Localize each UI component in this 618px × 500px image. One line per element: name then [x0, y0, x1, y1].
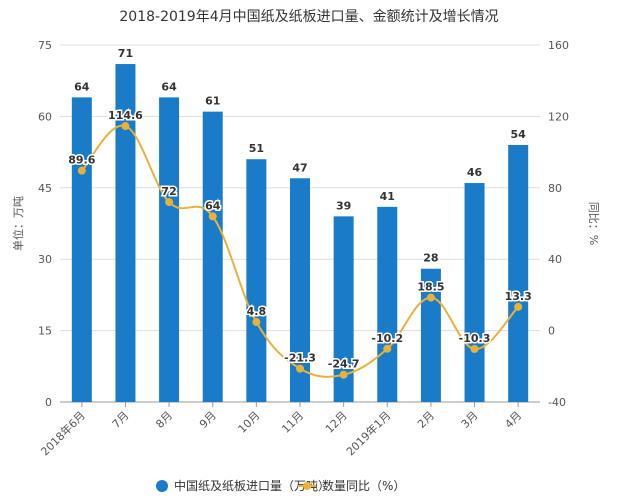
bar-data-label: 28 — [423, 252, 438, 265]
bar — [202, 111, 223, 402]
bar — [508, 144, 529, 402]
left-axis-title: 单位：万吨 — [11, 196, 25, 251]
line-point — [165, 198, 174, 207]
line-data-label: 64 — [205, 199, 221, 212]
x-tick-label: 2019年1月 — [343, 408, 393, 458]
right-tick-label: 120 — [548, 110, 569, 123]
left-tick-label: 60 — [38, 110, 52, 123]
bar-data-label: 39 — [336, 199, 351, 212]
left-tick-label: 15 — [38, 325, 52, 338]
bar — [377, 206, 398, 402]
left-tick-label: 30 — [38, 253, 52, 266]
bar-data-label: 64 — [74, 80, 90, 93]
line-data-label: 4.8 — [247, 305, 267, 318]
right-axis-title: 同比：% — [587, 202, 600, 245]
right-tick-label: -40 — [548, 396, 566, 409]
x-tick-label: 11月 — [279, 409, 306, 436]
legend-bar-icon — [156, 480, 168, 492]
legend-line-marker — [303, 482, 311, 490]
right-tick-label: 80 — [548, 182, 562, 195]
bar — [159, 97, 180, 403]
line-data-label: -24.7 — [328, 358, 360, 371]
right-tick-label: 40 — [548, 253, 562, 266]
left-tick-label: 75 — [38, 39, 52, 52]
line-point — [470, 344, 479, 353]
bar-data-label: 54 — [511, 128, 527, 141]
line-point — [426, 293, 435, 302]
bar-data-label: 71 — [118, 47, 133, 60]
line-point — [296, 364, 304, 373]
line-point — [339, 370, 348, 379]
x-tick-label: 12月 — [323, 409, 350, 436]
left-tick-label: 0 — [45, 396, 52, 409]
bar-data-label: 47 — [292, 161, 307, 174]
series-line — [81, 124, 519, 378]
bar — [246, 159, 267, 402]
line-point — [208, 212, 217, 221]
bar — [115, 64, 136, 402]
bar — [71, 97, 92, 403]
line-data-label: -10.2 — [371, 332, 403, 345]
bar — [464, 183, 485, 402]
line-data-label: 72 — [161, 185, 176, 198]
right-tick-label: 160 — [548, 39, 569, 52]
x-tick-label: 3月 — [459, 409, 481, 431]
bar — [420, 268, 441, 402]
legend-bar-label: 中国纸及纸板进口量（万吨） — [174, 478, 330, 493]
x-tick-label: 2月 — [415, 409, 437, 431]
x-tick-label: 8月 — [153, 409, 175, 431]
line-point — [514, 302, 523, 311]
line-data-label: -10.3 — [459, 332, 491, 345]
bar-data-label: 51 — [249, 142, 264, 155]
x-tick-label: 7月 — [110, 409, 132, 431]
right-tick-label: 0 — [548, 325, 555, 338]
line-data-label: 13.3 — [505, 290, 532, 303]
left-tick-label: 45 — [38, 182, 52, 195]
bar-data-label: 64 — [161, 80, 177, 93]
line-data-label: 89.6 — [68, 154, 95, 167]
bar — [290, 178, 310, 402]
bar-data-label: 61 — [205, 95, 220, 108]
line-point — [121, 122, 130, 131]
line-point — [383, 344, 392, 353]
bar — [333, 216, 354, 402]
x-tick-label: 2018年6月 — [38, 408, 88, 458]
line-point — [252, 318, 261, 327]
line-data-label: 18.5 — [417, 281, 444, 294]
line-point — [77, 166, 86, 175]
line-data-label: -21.3 — [284, 352, 316, 365]
x-tick-label: 9月 — [197, 409, 219, 431]
line-data-label: 114.6 — [108, 109, 143, 122]
bar-data-label: 41 — [380, 190, 395, 203]
legend-line-label: 数量同比（%） — [322, 478, 405, 493]
chart-title: 2018-2019年4月中国纸及纸板进口量、金额统计及增长情况 — [119, 9, 499, 25]
bar-data-label: 46 — [467, 166, 483, 179]
x-tick-label: 10月 — [236, 409, 263, 436]
x-tick-label: 4月 — [502, 409, 524, 431]
